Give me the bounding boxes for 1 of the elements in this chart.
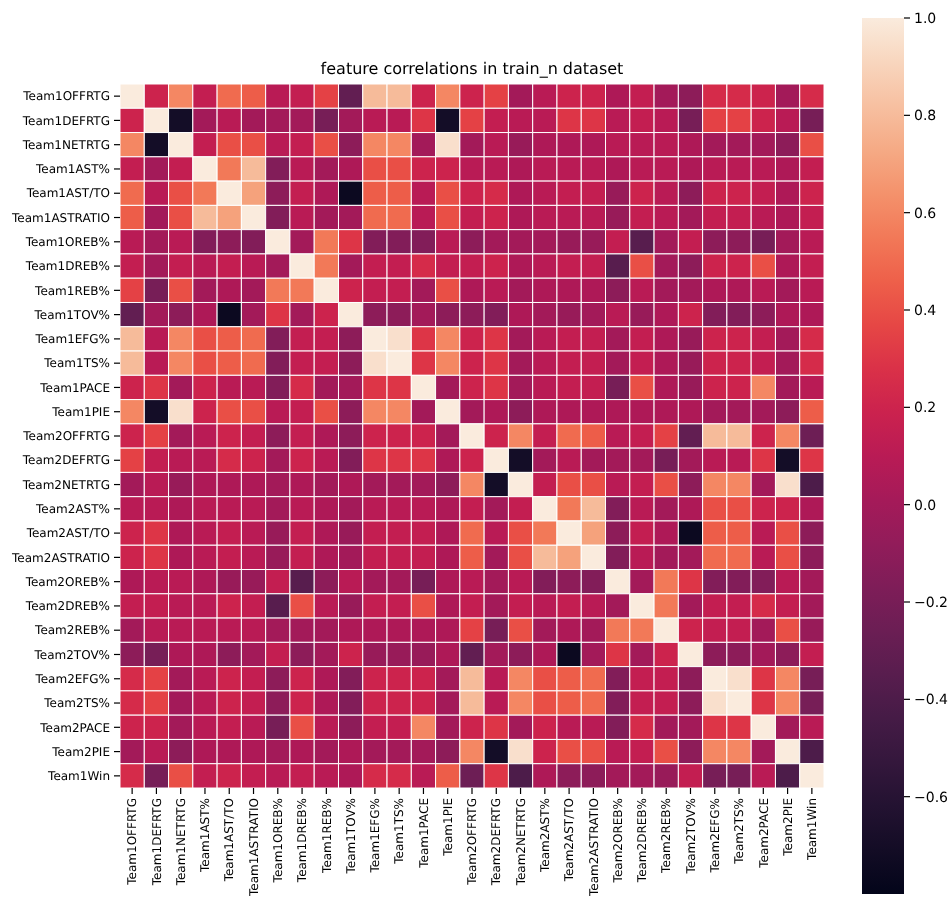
chart-title: feature correlations in train_n dataset bbox=[320, 60, 624, 78]
